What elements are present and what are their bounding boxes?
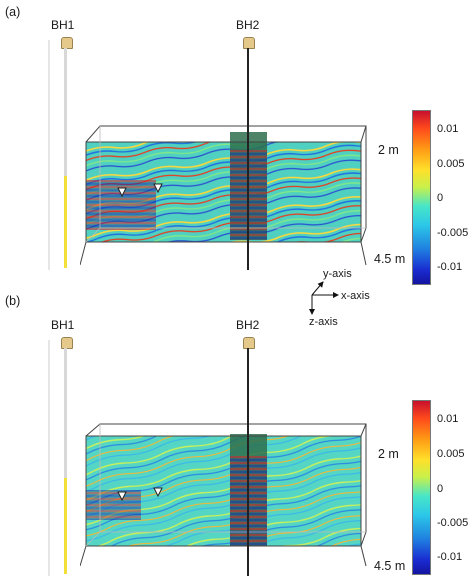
bh1-yellow-segment: [64, 478, 67, 574]
bh1-guide: [48, 40, 50, 270]
bh2-cap-icon: [243, 337, 255, 349]
y-axis-label: y-axis: [323, 268, 352, 280]
bh2-pole: [247, 48, 249, 270]
colorbar-tick: -0.005: [437, 517, 469, 529]
depth-bottom-label: 4.5 m: [374, 559, 406, 573]
bh1-label: BH1: [51, 18, 75, 32]
x-axis-label: x-axis: [341, 290, 370, 302]
depth-top-label: 2 m: [378, 143, 399, 157]
marker-triangle-icon: [153, 487, 163, 498]
bh2-label: BH2: [236, 18, 260, 32]
z-axis-label: z-axis: [309, 316, 338, 328]
colorbar-tick: 0.005: [437, 158, 465, 170]
depth-top-label: 2 m: [378, 447, 399, 461]
bh1-guide: [48, 340, 50, 576]
bh2-label: BH2: [236, 318, 260, 332]
colorbar-tick: 0.005: [437, 448, 465, 460]
colorbar: [412, 110, 431, 285]
slice-box-a: [80, 125, 367, 266]
colorbar-tick: -0.01: [437, 261, 463, 273]
bh2-cap-icon: [243, 37, 255, 49]
bh2-pole: [247, 348, 249, 576]
bh1-pole: [64, 348, 67, 574]
bh1-yellow-segment: [64, 176, 67, 268]
colorbar-tick: 0: [437, 192, 444, 204]
axes-indicator: [309, 281, 339, 315]
colorbar-tick: 0.01: [437, 413, 459, 425]
panel-tag: (a): [5, 5, 21, 19]
bh1-label: BH1: [51, 318, 75, 332]
panel-tag: (b): [5, 294, 21, 308]
colorbar-tick: -0.01: [437, 551, 463, 563]
slice-box-b: [80, 423, 367, 567]
colorbar-tick: 0.01: [437, 123, 459, 135]
colorbar-tick: -0.005: [437, 227, 469, 239]
bh1-cap-icon: [61, 37, 73, 49]
colorbar-tick: 0: [437, 483, 444, 495]
bh1-cap-icon: [61, 337, 73, 349]
depth-bottom-label: 4.5 m: [374, 252, 406, 266]
marker-triangle-icon: [117, 491, 127, 502]
marker-triangle-icon: [117, 187, 127, 198]
colorbar: [412, 400, 431, 575]
bh1-pole: [64, 48, 67, 268]
marker-triangle-icon: [153, 183, 163, 194]
